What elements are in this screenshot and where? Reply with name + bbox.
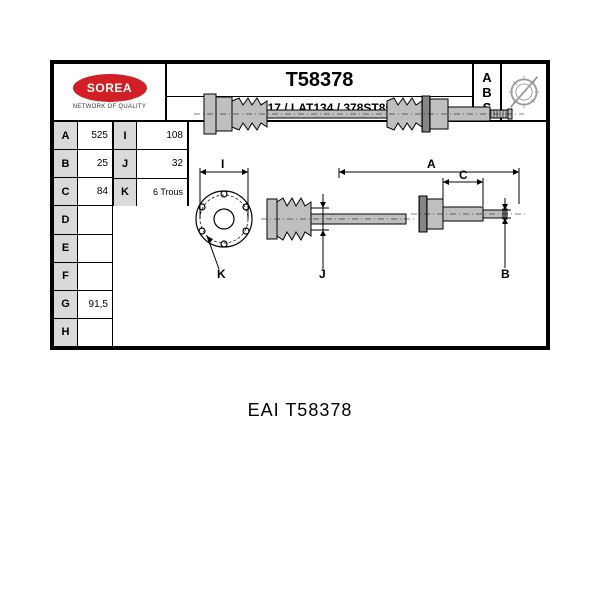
spec-key: J [114, 150, 136, 178]
spec-key: I [114, 122, 136, 150]
body-area: A B C D E F G H 525 25 84 91,5 I [54, 122, 546, 346]
drawing-area: I K [189, 64, 546, 288]
spec-key: B [54, 150, 77, 178]
spec-val [78, 263, 112, 291]
brand-tagline: NETWORK OF QUALITY [73, 104, 146, 110]
spec-keys-left: A B C D E F G H [54, 122, 78, 346]
spec-val [78, 235, 112, 263]
dim-J: J [319, 267, 326, 281]
brand-logo: SOREA [73, 74, 147, 102]
spec-key: E [54, 235, 77, 263]
spec-key: C [54, 178, 77, 206]
dim-B: B [501, 267, 510, 281]
spec-vals-right: 108 32 6 Trous [137, 122, 189, 206]
dim-I: I [221, 157, 224, 171]
axle-drawing: I K [189, 64, 546, 288]
spec-val: 108 [137, 122, 187, 150]
spec-key: F [54, 263, 77, 291]
spec-key: A [54, 122, 77, 150]
spec-key: G [54, 291, 77, 319]
dim-A: A [427, 157, 436, 171]
spec-val: 525 [78, 122, 112, 150]
canvas: SOREA NETWORK OF QUALITY T58378 T1717 / … [0, 0, 600, 600]
spec-val: 25 [78, 150, 112, 178]
dim-K: K [217, 267, 226, 281]
spec-keys-right: I J K [113, 122, 137, 206]
spec-val: 6 Trous [137, 179, 187, 206]
spec-key: D [54, 206, 77, 234]
spec-val: 84 [78, 178, 112, 206]
spec-key: H [54, 319, 77, 346]
spec-val [78, 206, 112, 234]
caption: EAI T58378 [0, 400, 600, 421]
spec-diagram: SOREA NETWORK OF QUALITY T58378 T1717 / … [50, 60, 550, 350]
spec-val: 91,5 [78, 291, 112, 319]
spec-val [78, 319, 112, 346]
spec-val: 32 [137, 150, 187, 178]
spec-vals-left: 525 25 84 91,5 [78, 122, 113, 346]
spec-key: K [114, 179, 136, 206]
dim-C: C [459, 168, 468, 182]
brand-cell: SOREA NETWORK OF QUALITY [54, 64, 167, 120]
